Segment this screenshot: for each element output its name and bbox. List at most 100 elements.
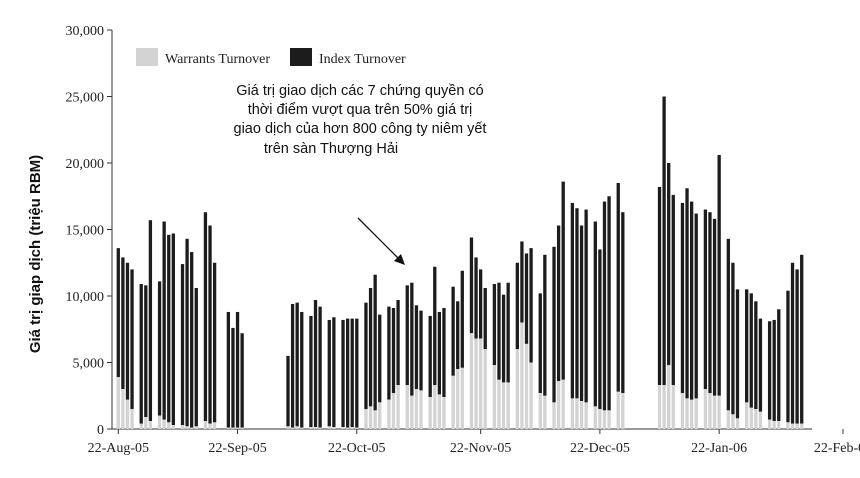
bars-group xyxy=(116,96,804,429)
x-tick-label: 22-Sep-05 xyxy=(208,441,266,456)
bar-index-turnover xyxy=(662,96,666,386)
bar-index-turnover xyxy=(749,293,753,408)
bar-warrants-turnover xyxy=(203,421,208,429)
bar-warrants-turnover xyxy=(602,410,607,429)
y-tick-label: 25,000 xyxy=(66,91,105,106)
bar-index-turnover xyxy=(125,262,130,400)
bar-warrants-turnover xyxy=(680,393,685,429)
bar-index-turnover xyxy=(497,282,501,380)
bar-index-turnover xyxy=(501,294,506,383)
bar-warrants-turnover xyxy=(506,382,510,429)
bar-warrants-turnover xyxy=(731,414,735,429)
bar-warrants-turnover xyxy=(478,338,483,429)
annotation-line-2: thời điểm vượt qua trên 50% giá trị xyxy=(248,102,473,118)
bar-index-turnover xyxy=(795,269,799,424)
legend-label-warrants: Warrants Turnover xyxy=(165,52,270,67)
bar-index-turnover xyxy=(332,317,336,428)
bar-index-turnover xyxy=(387,306,391,400)
bar-warrants-turnover xyxy=(442,397,446,429)
bar-warrants-turnover xyxy=(368,406,373,429)
bar-index-turnover xyxy=(735,289,740,419)
y-axis-ticks: 0 5,000 10,000 15,000 20,000 25,000 30,000 xyxy=(66,24,112,438)
annotation-line-1: Giá trị giao dịch các 7 chứng quyền có xyxy=(236,83,483,99)
bar-index-turnover xyxy=(295,302,299,427)
bar-warrants-turnover xyxy=(501,382,506,429)
bar-index-turnover xyxy=(745,289,749,403)
bar-index-turnover xyxy=(726,238,730,411)
legend: Warrants Turnover Index Turnover xyxy=(136,48,406,67)
x-tick-label: 22-Aug-05 xyxy=(88,441,149,456)
bar-warrants-turnover xyxy=(758,411,763,429)
bar-index-turnover xyxy=(235,311,240,428)
bar-warrants-turnover xyxy=(579,401,584,429)
bar-warrants-turnover xyxy=(456,369,460,429)
bar-warrants-turnover xyxy=(345,427,350,429)
bar-warrants-turnover xyxy=(194,426,198,429)
bar-warrants-turnover xyxy=(190,427,194,429)
bar-warrants-turnover xyxy=(300,427,304,429)
bar-index-turnover xyxy=(419,310,423,391)
bar-warrants-turnover xyxy=(231,427,235,429)
bar-index-turnover xyxy=(529,248,533,363)
bar-warrants-turnover xyxy=(437,394,442,429)
bar-warrants-turnover xyxy=(749,407,753,429)
bar-index-turnover xyxy=(579,225,584,402)
bar-index-turnover xyxy=(190,252,194,428)
bar-index-turnover xyxy=(433,266,437,386)
bar-index-turnover xyxy=(240,333,244,428)
bar-index-turnover xyxy=(144,285,148,418)
bar-warrants-turnover xyxy=(556,381,561,429)
bar-index-turnover xyxy=(694,213,698,399)
bar-index-turnover xyxy=(212,262,217,423)
bar-index-turnover xyxy=(790,262,795,424)
bar-index-turnover xyxy=(478,269,483,339)
bar-warrants-turnover xyxy=(621,393,625,429)
bar-warrants-turnover xyxy=(607,410,611,429)
bar-warrants-turnover xyxy=(529,362,533,429)
bar-index-turnover xyxy=(180,264,185,426)
bar-index-turnover xyxy=(598,249,602,410)
bar-warrants-turnover xyxy=(524,343,529,429)
bar-warrants-turnover xyxy=(584,402,588,429)
x-tick-label: 22-Feb-06 xyxy=(814,441,860,456)
bar-warrants-turnover xyxy=(226,427,231,429)
bar-index-turnover xyxy=(538,293,542,394)
bar-warrants-turnover xyxy=(162,419,166,429)
bar-index-turnover xyxy=(391,307,396,394)
bar-warrants-turnover xyxy=(125,399,130,429)
bar-warrants-turnover xyxy=(451,375,455,429)
bar-warrants-turnover xyxy=(355,427,359,429)
bar-warrants-turnover xyxy=(286,426,290,429)
bar-index-turnover xyxy=(515,262,519,350)
bar-warrants-turnover xyxy=(598,409,602,429)
bar-warrants-turnover xyxy=(694,398,698,429)
annotation: Giá trị giao dịch các 7 chứng quyền có t… xyxy=(234,83,486,265)
annotation-arrow-line xyxy=(357,217,402,262)
bar-index-turnover xyxy=(290,303,295,428)
bar-warrants-turnover xyxy=(419,390,423,429)
bar-index-turnover xyxy=(469,237,474,334)
y-tick-label: 10,000 xyxy=(66,290,105,305)
annotation-line-4: trên sàn Thượng Hải xyxy=(264,141,398,157)
bar-index-turnover xyxy=(616,182,620,392)
bar-warrants-turnover xyxy=(767,419,772,429)
bar-warrants-turnover xyxy=(313,427,318,429)
bar-warrants-turnover xyxy=(667,365,671,429)
bar-warrants-turnover xyxy=(772,421,776,429)
bar-index-turnover xyxy=(561,181,565,380)
bar-index-turnover xyxy=(689,201,694,400)
bar-index-turnover xyxy=(355,318,359,428)
bar-warrants-turnover xyxy=(754,409,758,429)
bar-warrants-turnover xyxy=(515,349,519,429)
y-axis-label: Giá trị giap dịch (triệu RBM) xyxy=(27,155,44,353)
bar-warrants-turnover xyxy=(212,422,217,429)
bar-index-turnover xyxy=(162,221,166,420)
y-tick-label: 30,000 xyxy=(66,24,105,39)
bar-index-turnover xyxy=(309,315,313,428)
bar-warrants-turnover xyxy=(309,427,313,429)
bar-warrants-turnover xyxy=(350,427,354,429)
bar-warrants-turnover xyxy=(492,365,497,429)
bar-warrants-turnover xyxy=(575,398,579,429)
bar-warrants-turnover xyxy=(483,349,487,429)
bar-index-turnover xyxy=(575,208,579,399)
